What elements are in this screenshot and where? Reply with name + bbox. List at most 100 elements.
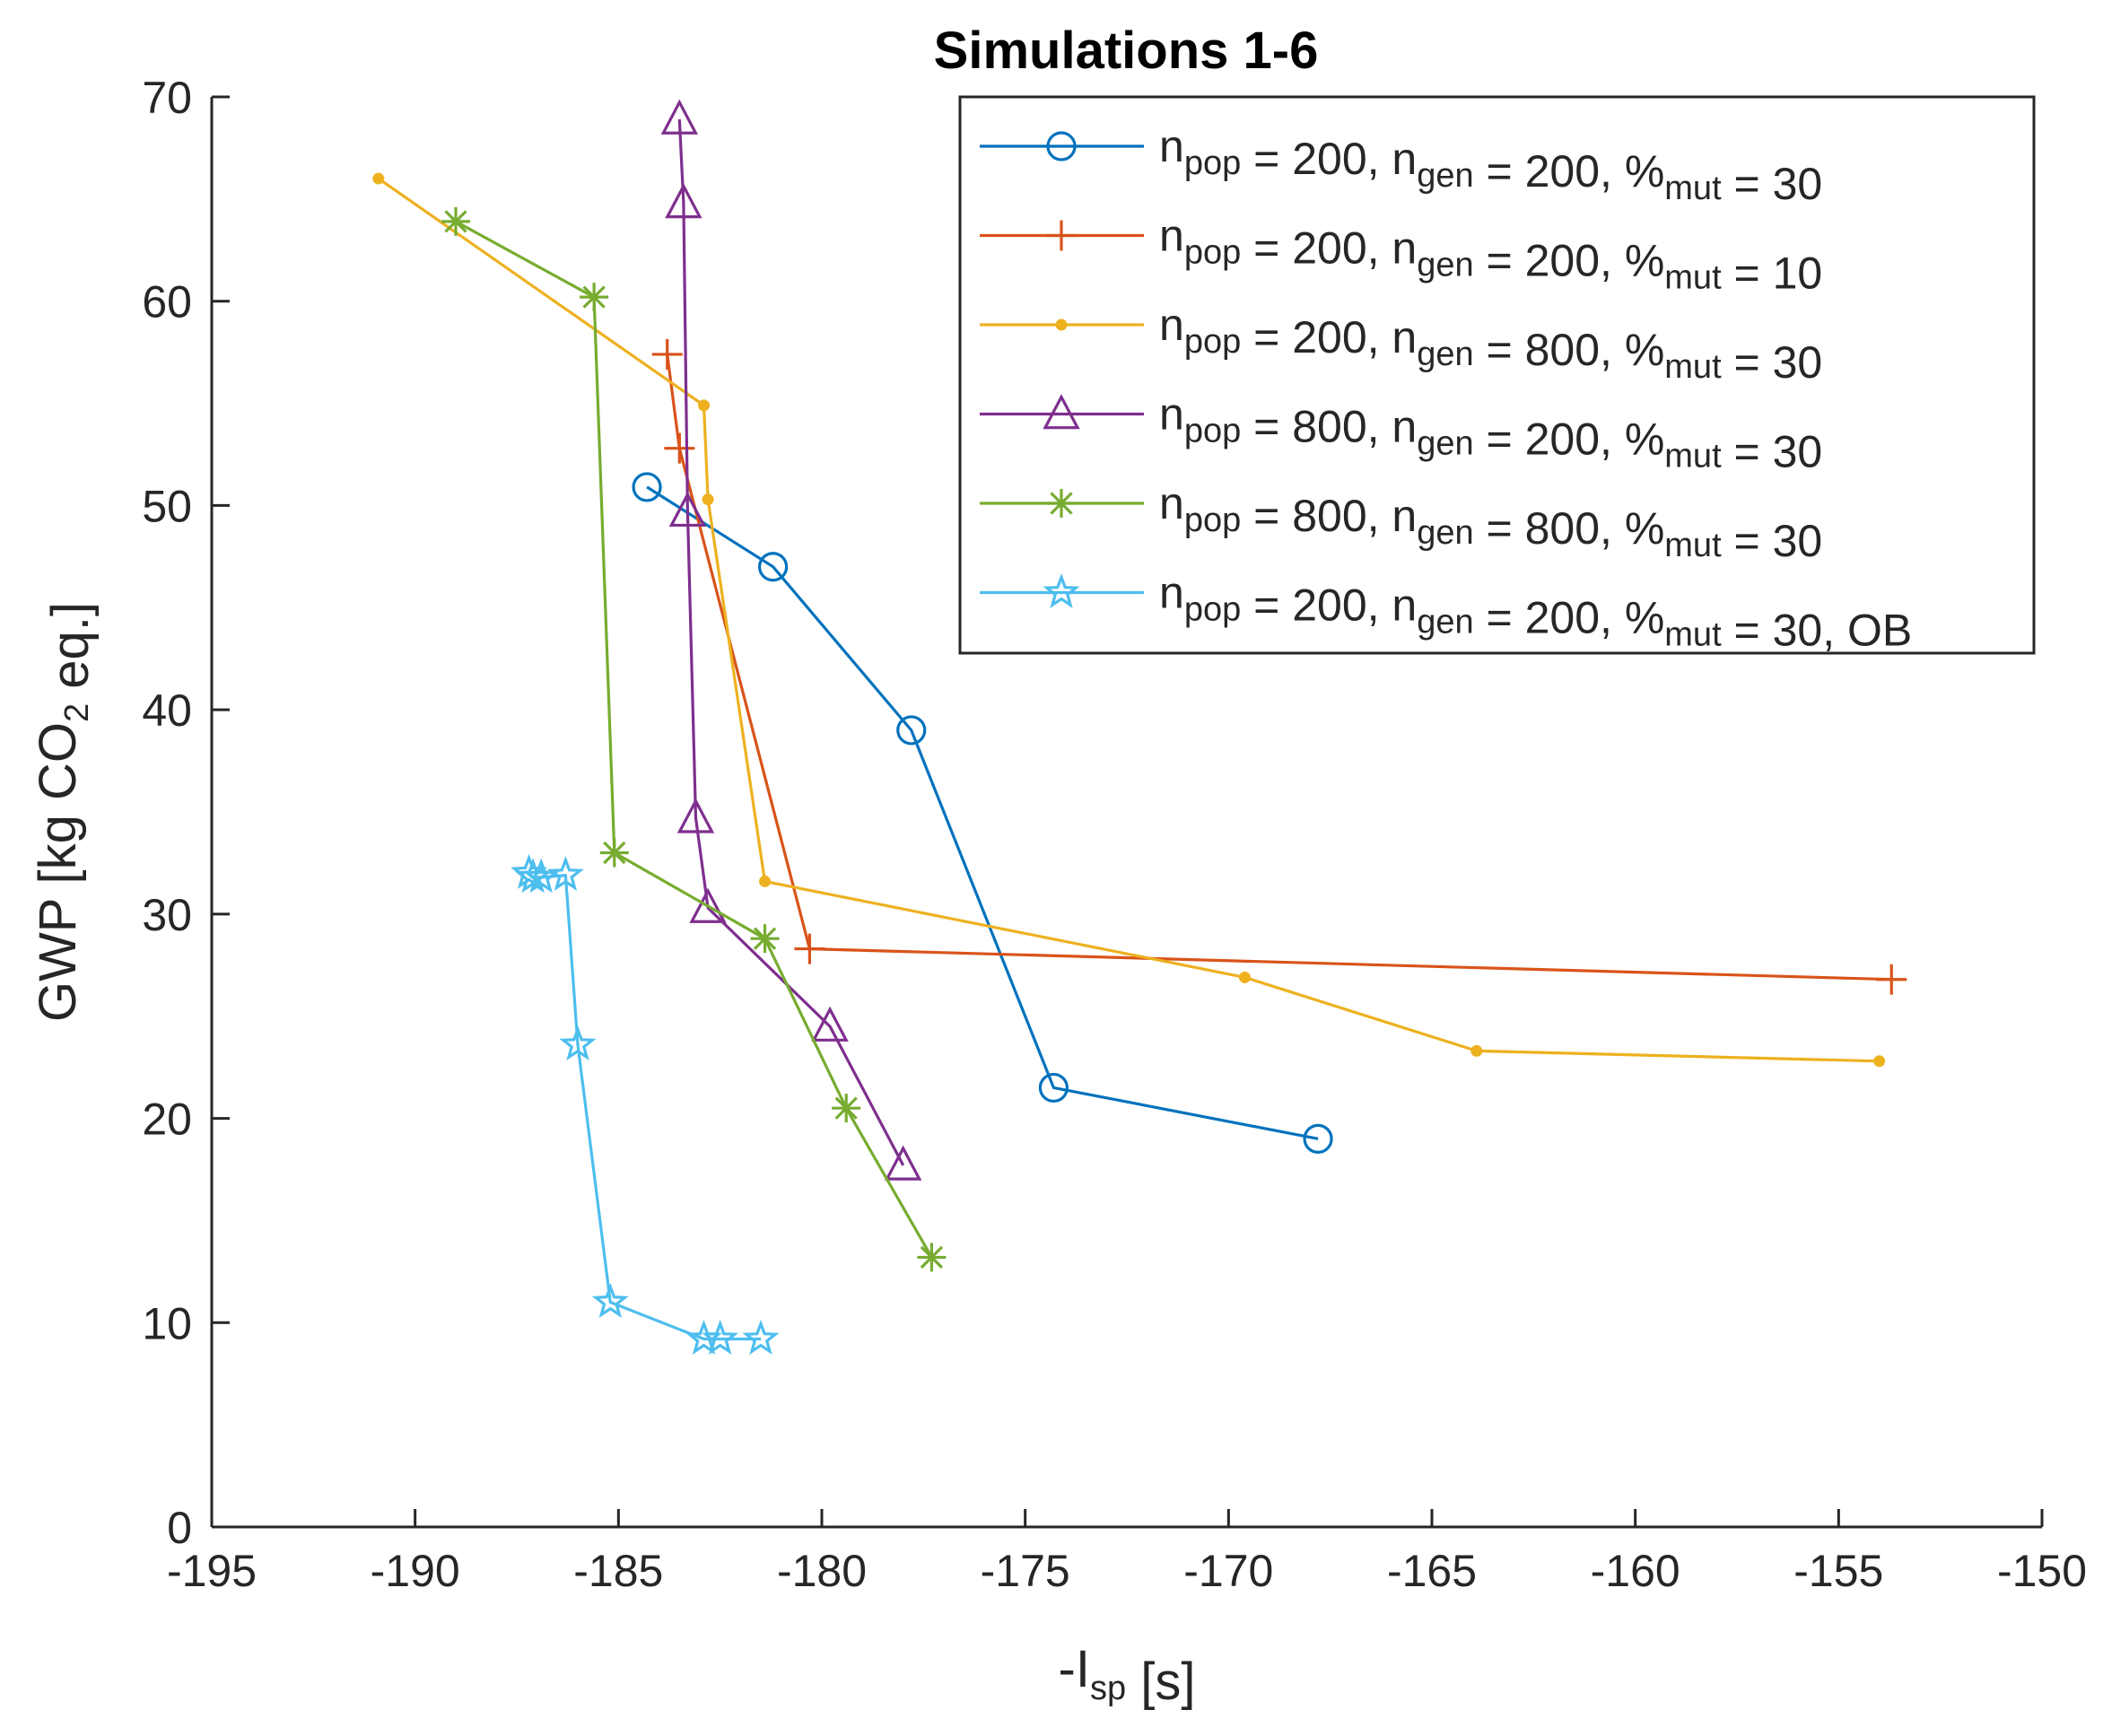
data-point[interactable] <box>546 856 584 891</box>
legend-entry[interactable]: npop = 800, ngen = 200, %mut = 30 <box>980 389 1822 477</box>
data-point[interactable] <box>1303 1123 1333 1154</box>
data-point[interactable] <box>811 1006 849 1042</box>
subscript-text: gen <box>1417 247 1473 284</box>
circle-marker <box>632 472 662 502</box>
plus-marker <box>664 432 695 464</box>
star-marker <box>702 1319 739 1356</box>
y-tick-label: 60 <box>142 277 192 327</box>
y-tick-label: 10 <box>142 1298 192 1348</box>
asterisk-marker <box>441 206 470 236</box>
subscript-text: sp <box>1090 1670 1126 1707</box>
subscript-text: mut <box>1664 527 1722 564</box>
label-text: -I <box>1059 1640 1090 1698</box>
y-tick-label: 70 <box>142 73 192 123</box>
dot-marker <box>1470 1044 1483 1057</box>
data-point[interactable] <box>689 887 727 923</box>
data-point[interactable] <box>896 715 927 746</box>
data-point[interactable] <box>757 552 789 582</box>
x-tick-label: -160 <box>1591 1546 1680 1596</box>
series-1 <box>632 472 1333 1154</box>
subscript-text: gen <box>1417 157 1473 195</box>
subscript-text: gen <box>1417 336 1473 373</box>
legend-box <box>958 95 2036 655</box>
label-text: = 30, OB <box>1722 606 1913 656</box>
circle-marker <box>757 552 789 582</box>
legend-label: npop = 200, ngen = 800, %mut = 30 <box>1159 300 1822 388</box>
data-point[interactable] <box>759 875 772 887</box>
label-text: = 30 <box>1722 159 1823 209</box>
triangle-marker <box>811 1006 849 1042</box>
label-text: n <box>1159 121 1184 171</box>
series-3 <box>372 172 1886 1068</box>
data-point[interactable] <box>884 1145 922 1181</box>
star-marker <box>546 856 584 891</box>
data-point[interactable] <box>668 491 707 528</box>
star-marker <box>1043 572 1080 609</box>
subscript-text: mut <box>1664 259 1722 297</box>
x-tick-label: -195 <box>167 1546 257 1596</box>
data-point[interactable] <box>698 399 711 412</box>
data-point[interactable] <box>632 472 662 502</box>
data-point[interactable] <box>676 798 715 833</box>
subscript-text: pop <box>1184 234 1241 272</box>
label-text: n <box>1159 389 1184 440</box>
label-text: = 30 <box>1722 516 1823 566</box>
dot-marker <box>698 399 711 412</box>
data-point[interactable] <box>702 1319 739 1356</box>
plus-marker <box>794 933 825 964</box>
label-text: = 30 <box>1722 337 1823 388</box>
label-text: [s] <box>1126 1653 1195 1711</box>
data-point[interactable] <box>665 182 702 219</box>
subscript-text: gen <box>1417 425 1473 463</box>
plus-marker <box>1876 964 1907 995</box>
data-point[interactable] <box>832 1094 861 1123</box>
label-text: = 200, % <box>1474 146 1665 196</box>
triangle-marker <box>660 99 699 135</box>
legend-entry[interactable]: npop = 200, ngen = 800, %mut = 30 <box>980 300 1822 388</box>
data-point[interactable] <box>1873 1055 1886 1068</box>
legend-entry[interactable]: npop = 200, ngen = 200, %mut = 10 <box>980 211 1822 299</box>
circle-marker <box>1038 1072 1069 1104</box>
data-point[interactable] <box>441 206 470 236</box>
label-text: n <box>1159 300 1184 350</box>
label-text: = 30 <box>1722 427 1823 477</box>
x-tick-label: -150 <box>1997 1546 2087 1596</box>
x-tick-label: -155 <box>1793 1546 1883 1596</box>
triangle-marker <box>668 491 707 528</box>
data-point[interactable] <box>1038 1072 1069 1104</box>
series-line <box>646 485 1319 1140</box>
legend-label: npop = 800, ngen = 200, %mut = 30 <box>1159 389 1822 477</box>
data-point[interactable] <box>917 1243 947 1272</box>
data-point[interactable] <box>702 493 714 506</box>
data-point[interactable] <box>660 99 699 135</box>
subscript-text: mut <box>1664 170 1722 207</box>
circle-marker <box>1046 131 1077 161</box>
data-point[interactable] <box>651 338 683 370</box>
data-point[interactable] <box>750 924 780 954</box>
data-point[interactable] <box>580 283 609 312</box>
data-point[interactable] <box>372 172 385 185</box>
data-point[interactable] <box>664 432 695 464</box>
data-point[interactable] <box>794 933 825 964</box>
triangle-marker <box>1043 394 1080 430</box>
y-tick-label: 40 <box>142 685 192 736</box>
legend-entry[interactable]: npop = 800, ngen = 800, %mut = 30 <box>980 478 1822 566</box>
dot-marker <box>1055 318 1068 331</box>
subscript-text: mut <box>1664 616 1722 654</box>
data-point[interactable] <box>742 1319 780 1356</box>
legend-entry[interactable]: npop = 200, ngen = 200, %mut = 30 <box>980 121 1822 209</box>
subscript-text: gen <box>1417 514 1473 552</box>
star-marker <box>742 1319 780 1356</box>
label-text: = 200, n <box>1241 134 1417 184</box>
legend-entry[interactable]: npop = 200, ngen = 200, %mut = 30, OB <box>980 568 1912 656</box>
data-point[interactable] <box>599 838 629 868</box>
data-point[interactable] <box>591 1282 629 1318</box>
legend-label: npop = 200, ngen = 200, %mut = 30, OB <box>1159 568 1912 656</box>
plus-marker <box>651 338 683 370</box>
asterisk-marker <box>832 1094 861 1123</box>
data-point[interactable] <box>1470 1044 1483 1057</box>
data-point[interactable] <box>1238 971 1251 983</box>
data-point[interactable] <box>1876 964 1907 995</box>
data-point[interactable] <box>559 1025 597 1060</box>
